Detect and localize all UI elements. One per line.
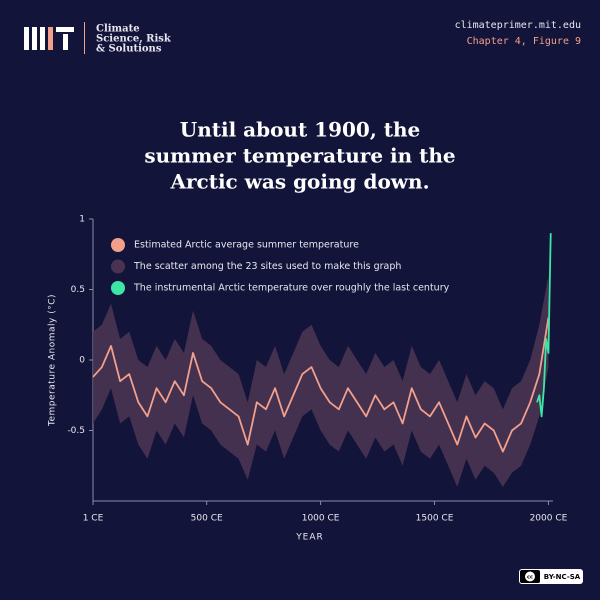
title-line: Until about 1900, the (180, 118, 421, 142)
y-tick-label: 0.5 (71, 285, 85, 295)
brand-line: Climate (96, 24, 140, 35)
y-tick-label: 0 (79, 356, 85, 366)
x-tick-label: 1 CE (83, 514, 104, 524)
license: BY-NC-SA (544, 573, 581, 581)
data-line (536, 233, 552, 418)
data-line (92, 317, 550, 453)
x-tick-label: 1500 CE (416, 514, 454, 524)
plot: 1 0.5 0 -0.5 1 CE 500 CE 1000 CE 1500 CE 2000 CE… (67, 215, 567, 524)
legend-label: The scatter among the 23 sites used to m… (133, 261, 401, 272)
x-axis-label: YEAR (295, 533, 324, 543)
brand-line: & Solutions (96, 44, 162, 55)
legend-label: Estimated Arctic average summer temperat… (134, 240, 359, 251)
svg-text:cc: cc (527, 575, 533, 581)
title-line: Arctic was going down. (169, 170, 429, 194)
url: climateprimer.mit.edu (455, 20, 581, 31)
legend-label: The instrumental Arctic temperature over… (133, 283, 450, 294)
x-tick-label: 1000 CE (302, 514, 340, 524)
legend-swatch (111, 259, 125, 274)
y-axis-label: Temperature Anomaly (°C) (48, 294, 58, 427)
brand-line: Science, Risk (96, 34, 172, 45)
x-tick-label: 2000 CE (530, 514, 568, 524)
legend-swatch (111, 281, 125, 295)
figure-ref: Chapter 4, Figure 9 (467, 36, 581, 47)
y-tick-label: 1 (79, 215, 85, 225)
x-tick-label: 500 CE (191, 514, 223, 524)
license-badge: cc BY-NC-SA (519, 569, 583, 584)
mit-logo (24, 22, 85, 54)
scatter-band (93, 275, 549, 487)
y-tick-label: -0.5 (67, 426, 85, 436)
legend-swatch (111, 238, 125, 252)
title-line: summer temperature in the (144, 144, 455, 168)
